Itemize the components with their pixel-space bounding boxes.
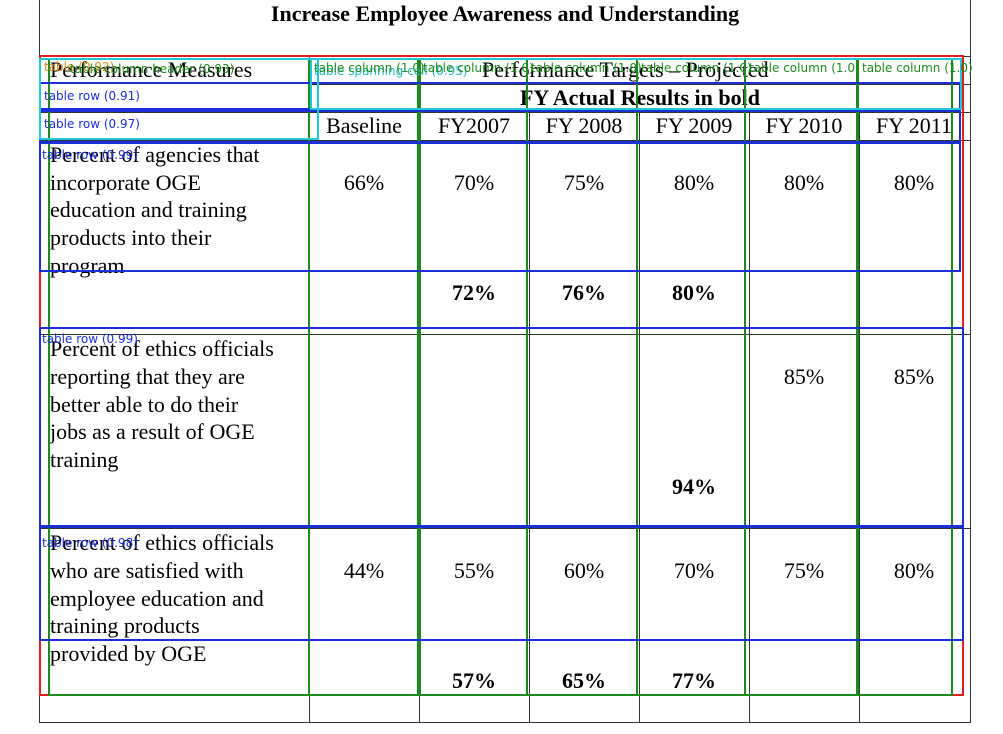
measure-label-line: provided by OGE (50, 641, 207, 666)
actual-value: 80% (672, 280, 716, 305)
target-value: 75% (563, 170, 605, 195)
row-label: table row (0.97) (44, 117, 140, 131)
target-value: 70% (673, 558, 715, 583)
actual-value: 57% (452, 668, 496, 693)
header-measures: Performance Measures (50, 57, 253, 82)
column-label: table column (1.0) (862, 61, 973, 75)
target-value: 80% (673, 170, 715, 195)
column-header-fy2008: FY 2008 (545, 113, 623, 138)
target-value: 75% (783, 558, 825, 583)
target-value: 60% (563, 558, 605, 583)
column-label: table column (1.0) (641, 61, 752, 75)
measure-label-line: better able to do their (50, 392, 239, 417)
document-title: Increase Employee Awareness and Understa… (270, 1, 740, 26)
target-value: 44% (343, 558, 385, 583)
measure-label-line: Percent of ethics officials (50, 530, 274, 555)
spanning-label: table spanning cell (0.95) (314, 64, 468, 78)
row-label: table row (0.99) (42, 148, 138, 162)
measure-label-line: education and training (50, 197, 247, 222)
column-detection-box (636, 58, 746, 696)
measure-label-line: products into their (50, 225, 212, 250)
row-label: table row (0.91) (44, 89, 140, 103)
target-value: 55% (453, 558, 495, 583)
target-value: 80% (893, 170, 935, 195)
column-header-baseline: Baseline (326, 113, 402, 138)
target-value: 85% (783, 364, 825, 389)
measure-label-line: reporting that they are (50, 364, 245, 389)
column-label: table column (1.0) (531, 61, 642, 75)
row-label: table row (0.99) (42, 332, 138, 346)
column-header-fy2007: FY2007 (437, 113, 511, 138)
measure-label-line: jobs as a result of OGE (50, 419, 255, 444)
header-label: table column header (0.93) (70, 62, 235, 76)
measure-label-line: who are satisfied with (50, 558, 244, 583)
header-targets: Performance Targets – Projected (482, 57, 769, 82)
actual-value: 76% (562, 280, 606, 305)
column-detection-box (526, 58, 638, 696)
measure-label-line: Percent of ethics officials (50, 336, 274, 361)
target-value: 70% (453, 170, 495, 195)
measure-label-line: training products (50, 613, 200, 638)
actual-value: 77% (672, 668, 716, 693)
measure-label-line: training (50, 447, 119, 472)
header-actual-note: FY Actual Results in bold (519, 85, 760, 110)
target-value: 80% (783, 170, 825, 195)
column-header-fy2009: FY 2009 (655, 113, 733, 138)
column-label: table column (1.0) (423, 61, 534, 75)
target-value: 66% (343, 170, 385, 195)
table-label: table (0.92) (44, 60, 115, 74)
column-detection-box (308, 58, 419, 696)
target-value: 85% (893, 364, 935, 389)
column-label: table column (1.0) (749, 61, 860, 75)
column-header-fy2011: FY 2011 (876, 113, 952, 138)
actual-value: 65% (562, 668, 606, 693)
measure-label-line: program (50, 253, 125, 278)
row-label: table row (0.98) (42, 536, 138, 550)
target-value: 80% (893, 558, 935, 583)
measure-label-line: employee education and (50, 586, 264, 611)
column-label: table column (1.0) (314, 61, 425, 75)
actual-value: 72% (452, 280, 496, 305)
actual-value: 94% (672, 474, 716, 499)
measure-label-line: incorporate OGE (50, 170, 201, 195)
measure-label-line: Percent of agencies that (50, 142, 260, 167)
column-header-fy2010: FY 2010 (765, 113, 843, 138)
column-detection-box (419, 58, 528, 696)
